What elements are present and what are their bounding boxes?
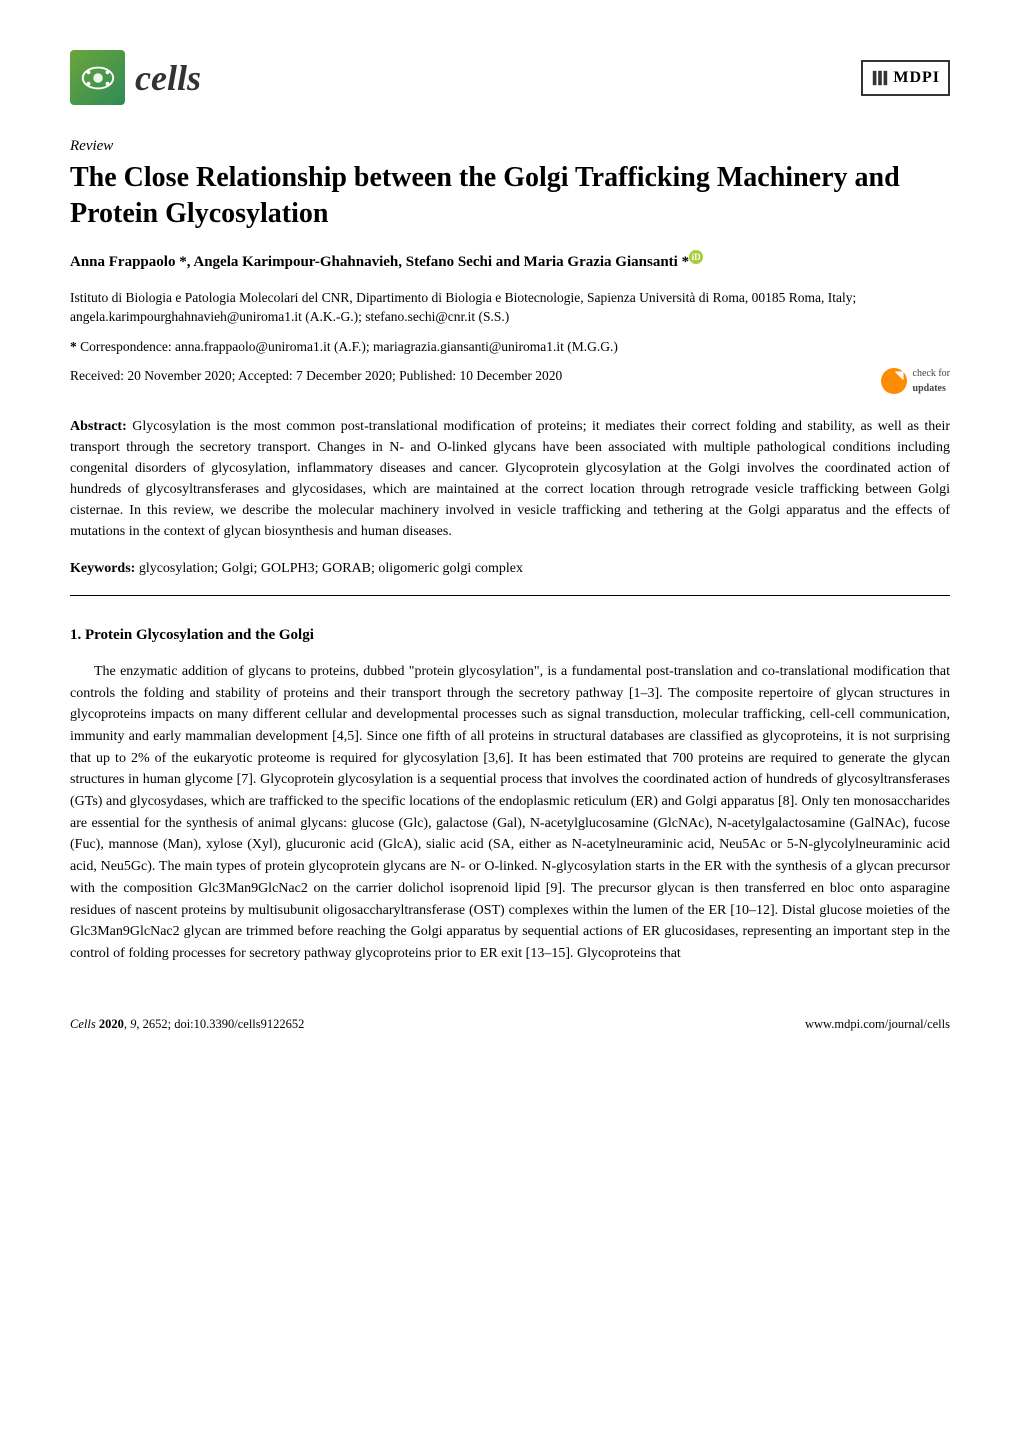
publication-dates: Received: 20 November 2020; Accepted: 7 … — [70, 366, 562, 386]
article-type: Review — [70, 135, 950, 158]
orcid-icon[interactable]: iD — [689, 250, 703, 264]
journal-logo-block: cells — [70, 50, 201, 105]
check-updates-badge[interactable]: check for updates — [881, 366, 950, 396]
footer-right: www.mdpi.com/journal/cells — [805, 1015, 950, 1034]
keywords-text: glycosylation; Golgi; GOLPH3; GORAB; oli… — [139, 561, 523, 576]
updates-icon — [881, 368, 907, 394]
abstract: Abstract: Glycosylation is the most comm… — [70, 416, 950, 542]
dates-row: Received: 20 November 2020; Accepted: 7 … — [70, 366, 950, 396]
section-1-heading: 1. Protein Glycosylation and the Golgi — [70, 624, 950, 647]
keywords: Keywords: glycosylation; Golgi; GOLPH3; … — [70, 558, 950, 579]
authors-line: Anna Frappaolo *, Angela Karimpour-Ghahn… — [70, 250, 950, 274]
abstract-text: Glycosylation is the most common post-tr… — [70, 419, 950, 539]
separator — [70, 595, 950, 596]
footer-left: Cells 2020, 9, 2652; doi:10.3390/cells91… — [70, 1015, 304, 1034]
footer: Cells 2020, 9, 2652; doi:10.3390/cells91… — [70, 1015, 950, 1034]
affiliation: Istituto di Biologia e Patologia Molecol… — [70, 288, 950, 327]
section-1-body: The enzymatic addition of glycans to pro… — [70, 661, 950, 965]
journal-logo-icon — [70, 50, 125, 105]
publisher-logo: MDPI — [861, 60, 950, 96]
publisher-name: MDPI — [893, 66, 940, 90]
header-row: cells MDPI — [70, 50, 950, 105]
correspondence: * Correspondence: anna.frappaolo@uniroma… — [70, 337, 950, 357]
journal-name: cells — [135, 51, 201, 105]
keywords-label: Keywords: — [70, 561, 135, 576]
mdpi-icon — [871, 69, 889, 87]
article-title: The Close Relationship between the Golgi… — [70, 160, 950, 233]
abstract-label: Abstract: — [70, 419, 127, 434]
